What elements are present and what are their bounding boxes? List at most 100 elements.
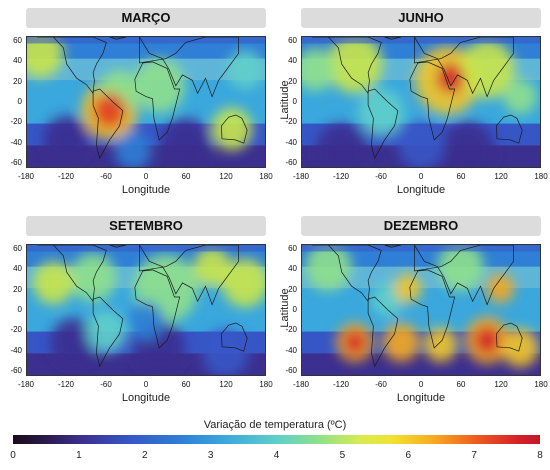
continent-outline (496, 322, 523, 352)
temperature-anomaly-blob (382, 323, 420, 362)
x-tick-label: 180 (534, 380, 548, 389)
temperature-anomaly-blob (202, 328, 249, 375)
y-tick-label: 0 (292, 97, 297, 106)
temperature-anomaly-blob (114, 131, 152, 167)
temperature-anomaly-blob (193, 247, 231, 287)
continent-outline (109, 245, 127, 248)
continent-outline (134, 269, 181, 349)
x-tick-label: 0 (143, 172, 149, 181)
panel-title: DEZEMBRO (301, 216, 541, 236)
temperature-map (301, 244, 541, 376)
x-tick-label: -60 (375, 380, 387, 389)
y-tick-label: -40 (10, 137, 22, 147)
continent-outline (36, 245, 107, 303)
temperature-anomaly-blob (439, 121, 496, 167)
continent-outline (384, 245, 402, 248)
y-tick-label: 40 (288, 56, 297, 66)
panel-title: SETEMBRO (26, 216, 266, 236)
map-canvas (302, 245, 540, 375)
x-tick-label: -60 (100, 380, 112, 389)
continent-outline (92, 88, 124, 160)
legend-tick-label: 3 (207, 450, 214, 461)
y-tick-label: 20 (288, 284, 297, 294)
x-tick-label: -120 (332, 380, 349, 389)
continent-outline (409, 61, 456, 141)
continent-outline (134, 61, 181, 141)
x-tick-label: -120 (57, 172, 74, 181)
temperature-anomaly-blob (393, 273, 422, 303)
temperature-anomaly-blob (315, 123, 368, 167)
temperature-anomaly-blob (474, 326, 501, 354)
temperature-map (26, 244, 266, 376)
legend-tick-label: 8 (537, 450, 543, 461)
x-tick-label: 180 (534, 172, 548, 181)
temperature-anomaly-blob (503, 79, 537, 115)
y-tick-label: 40 (13, 56, 22, 66)
continent-outline (311, 245, 382, 303)
y-tick-label: 40 (13, 264, 22, 274)
y-tick-label: -60 (285, 366, 297, 375)
y-tick-label: -40 (285, 345, 297, 355)
x-axis-label: Longitude (396, 392, 446, 404)
y-tick-label: -60 (285, 158, 297, 167)
x-tick-label: 60 (181, 172, 191, 181)
x-tick-label: -180 (292, 172, 309, 181)
legend-title: Variação de temperatura (ºC) (203, 419, 347, 431)
map-canvas (302, 37, 540, 167)
temperature-anomaly-blob (222, 258, 265, 308)
y-tick-label: -40 (285, 137, 297, 147)
x-tick-label: 120 (494, 380, 508, 389)
temperature-anomaly-blob (69, 253, 117, 302)
legend-tick-label: 0 (10, 450, 16, 461)
x-tick-label: -180 (292, 380, 309, 389)
y-tick-label: -20 (10, 117, 22, 127)
continent-outline (367, 296, 399, 368)
legend-tick-label: 5 (339, 450, 346, 461)
temperature-anomaly-blob (211, 107, 253, 151)
continent-outline (139, 37, 239, 98)
continent-outline (92, 296, 124, 368)
x-axis-label: Longitude (121, 184, 171, 196)
x-tick-label: 120 (219, 172, 233, 181)
temperature-anomaly-blob (436, 63, 465, 93)
temperature-anomaly-blob (50, 318, 97, 367)
continent-outline (109, 37, 127, 40)
polar-band (27, 37, 265, 44)
y-tick-label: -20 (10, 325, 22, 335)
temperature-anomaly-blob (159, 118, 212, 167)
y-tick-label: 40 (288, 264, 297, 274)
continent-outline (496, 114, 523, 144)
temperature-anomaly-blob (92, 93, 127, 129)
y-tick-label: 60 (13, 36, 22, 45)
continent-outline (221, 114, 248, 144)
y-tick-label: 60 (288, 244, 297, 253)
temperature-anomaly-blob (486, 273, 515, 303)
y-tick-label: 0 (292, 305, 297, 314)
y-tick-label: 60 (13, 244, 22, 253)
legend-tick-label: 6 (405, 450, 412, 461)
x-tick-label: 0 (418, 172, 424, 181)
x-axis-label: Longitude (121, 392, 171, 404)
continent-outline (367, 88, 399, 160)
y-tick-label: 0 (17, 305, 22, 314)
polar-band (302, 37, 540, 44)
temperature-anomaly-blob (501, 328, 539, 368)
x-tick-label: 180 (259, 172, 273, 181)
x-tick-label: -120 (57, 380, 74, 389)
continent-outline (384, 37, 402, 40)
legend-tick-label: 2 (141, 450, 148, 461)
temperature-anomaly-blob (305, 245, 352, 292)
x-tick-label: 60 (181, 380, 191, 389)
panel-marco: MARÇO Longitude -180 -120 -60 0 60 120 180 60 40… (0, 8, 275, 213)
x-tick-label: -60 (375, 172, 387, 181)
y-tick-label: -40 (10, 345, 22, 355)
temperature-map (26, 36, 266, 168)
temperature-anomaly-blob (27, 37, 64, 78)
x-axis-label: Longitude (396, 184, 446, 196)
temperature-anomaly-blob (43, 115, 90, 165)
y-tick-label: 20 (288, 76, 297, 86)
map-canvas (27, 245, 265, 375)
temperature-anomaly-blob (343, 330, 366, 355)
temperature-map (301, 36, 541, 168)
x-tick-label: 0 (143, 380, 149, 389)
